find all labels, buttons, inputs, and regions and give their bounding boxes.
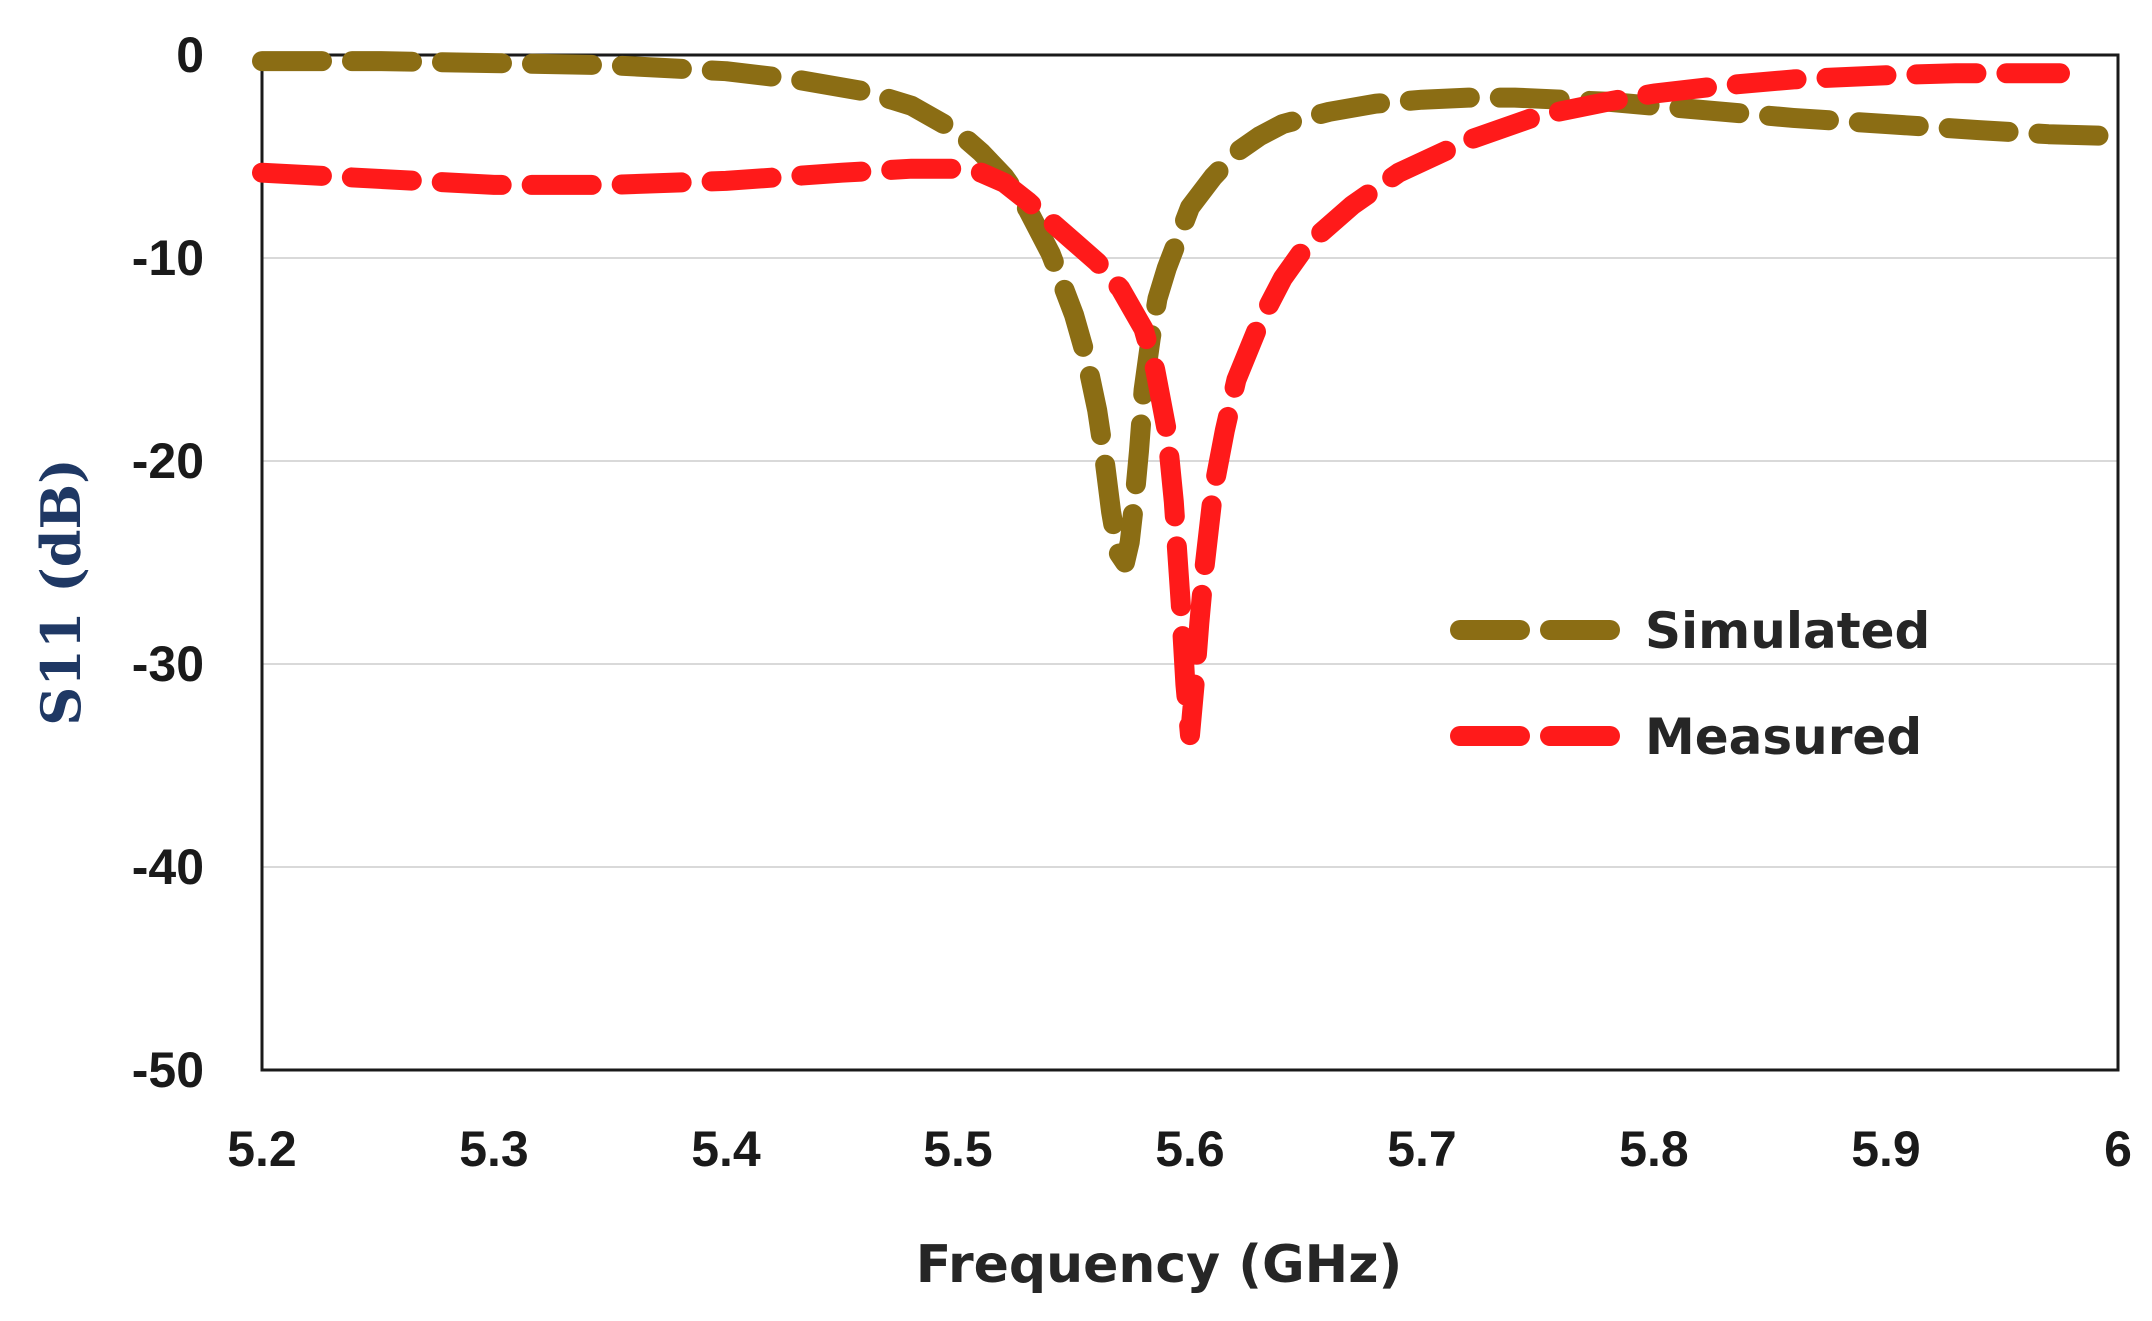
x-tick-label: 5.6 xyxy=(1155,1121,1225,1177)
plot-area-border xyxy=(260,53,2120,1072)
y-tick-label: -50 xyxy=(132,1042,204,1098)
legend-label-measured: Measured xyxy=(1645,708,1922,766)
y-tick-label: -30 xyxy=(132,636,204,692)
legend: Simulated Measured xyxy=(1450,602,1930,766)
series-lines xyxy=(252,51,2128,746)
legend-label-simulated: Simulated xyxy=(1645,602,1930,660)
x-tick-label: 5.4 xyxy=(691,1121,761,1177)
series-line-simulated xyxy=(252,51,2128,573)
x-tick-label: 5.9 xyxy=(1851,1121,1921,1177)
x-axis-ticks: 5.2 5.3 5.4 5.5 5.6 5.7 5.8 5.9 6 xyxy=(227,1121,2132,1177)
x-tick-label: 5.7 xyxy=(1387,1121,1457,1177)
y-tick-label: 0 xyxy=(176,27,204,83)
x-tick-label: 5.3 xyxy=(459,1121,529,1177)
y-tick-label: -40 xyxy=(132,839,204,895)
y-axis-ticks: 0 -10 -20 -30 -40 -50 xyxy=(132,27,204,1098)
x-tick-label: 5.8 xyxy=(1619,1121,1689,1177)
x-tick-label: 5.5 xyxy=(923,1121,993,1177)
series-line-measured xyxy=(252,63,2070,746)
y-tick-label: -10 xyxy=(132,230,204,286)
x-tick-label: 5.2 xyxy=(227,1121,297,1177)
y-axis-title: S11 (dB) xyxy=(29,458,93,725)
x-axis-title: Frequency (GHz) xyxy=(916,1235,1402,1295)
gridlines xyxy=(262,257,2118,868)
y-tick-label: -20 xyxy=(132,433,204,489)
x-tick-label: 6 xyxy=(2104,1121,2132,1177)
